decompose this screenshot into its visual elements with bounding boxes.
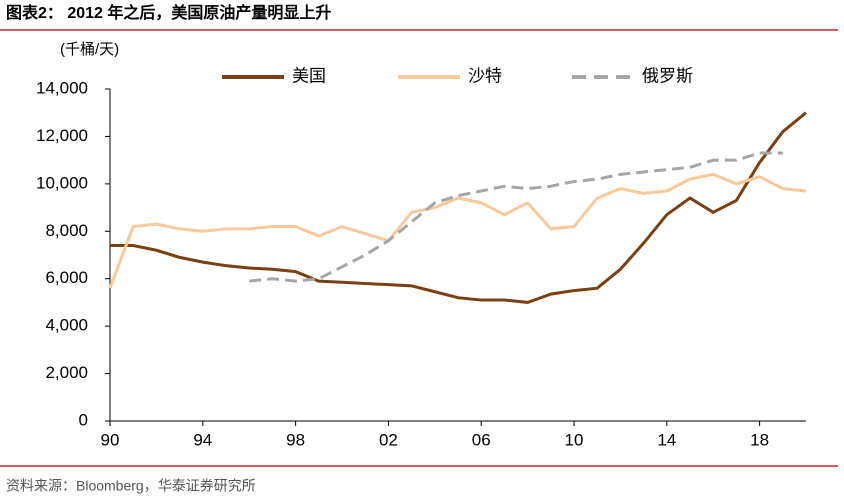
y-tick-label: 4,000 — [45, 316, 88, 335]
y-tick-label: 10,000 — [36, 173, 88, 192]
series-line — [249, 151, 783, 283]
y-tick-label: 14,000 — [36, 78, 88, 97]
x-tick-label: 14 — [657, 430, 676, 449]
x-tick-label: 06 — [472, 430, 491, 449]
series-line — [108, 172, 807, 289]
x-tick-label: 94 — [193, 430, 212, 449]
y-tick-label: 2,000 — [45, 363, 88, 382]
y-tick-label: 12,000 — [36, 126, 88, 145]
x-tick-label: 98 — [286, 430, 305, 449]
chart-title: 图表2： 2012 年之后，美国原油产量明显上升 — [6, 3, 331, 22]
legend-label: 沙特 — [468, 66, 502, 85]
x-tick-label: 10 — [565, 430, 584, 449]
series-line — [110, 111, 807, 304]
x-tick-label: 02 — [379, 430, 398, 449]
x-tick-label: 18 — [750, 430, 769, 449]
y-tick-label: 0 — [79, 410, 88, 429]
legend-label: 俄罗斯 — [642, 66, 693, 85]
y-tick-label: 8,000 — [45, 221, 88, 240]
source-note: 资料来源：Bloomberg，华泰证券研究所 — [6, 478, 256, 494]
y-tick-label: 6,000 — [45, 268, 88, 287]
x-tick-label: 90 — [101, 430, 120, 449]
y-axis-label: (千桶/天) — [60, 41, 119, 58]
legend-label: 美国 — [292, 66, 326, 85]
